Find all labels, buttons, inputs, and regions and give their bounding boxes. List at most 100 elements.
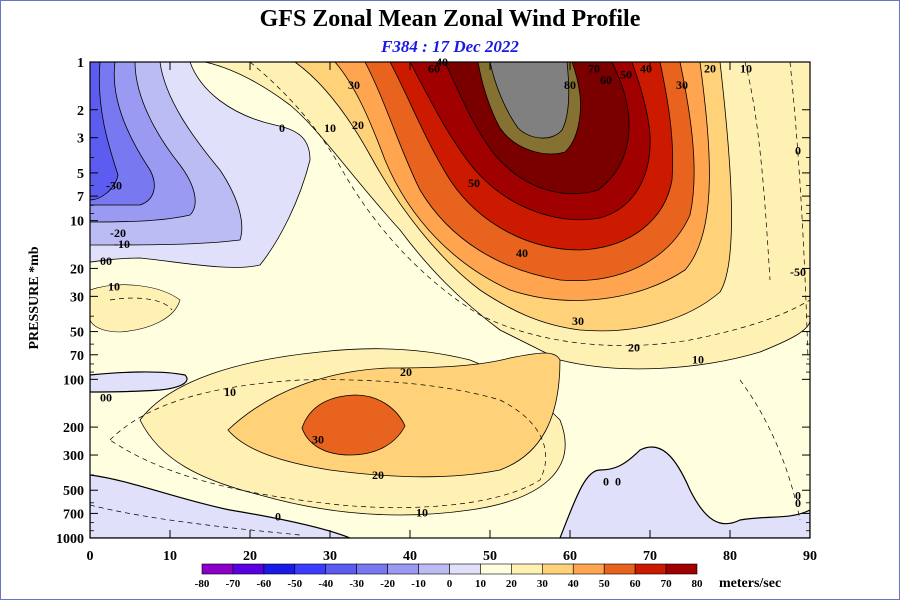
colorbar-tick-label: 60 — [630, 578, 642, 590]
colorbar-tick-label: 50 — [599, 578, 611, 590]
colorbar-tick-label: -50 — [287, 578, 302, 590]
contour-label: 0 — [795, 143, 801, 157]
colorbar-swatch — [356, 563, 388, 575]
colorbar-tick-label: 0 — [447, 578, 453, 590]
contour-label: 50 — [468, 176, 480, 190]
y-tick-label: 50 — [70, 326, 84, 341]
contour-label: 10 — [692, 353, 704, 367]
fill-neg-low-left — [90, 371, 188, 393]
fill-pos-left-lobe — [90, 284, 181, 333]
chart-subtitle: F384 : 17 Dec 2022 — [381, 37, 519, 56]
colorbar-tick-label: 70 — [661, 578, 673, 590]
y-tick-label: 200 — [63, 421, 84, 436]
colorbar-tick-label: 20 — [506, 578, 518, 590]
y-tick-label: 1000 — [56, 532, 84, 547]
x-tick-label: 30 — [323, 549, 337, 564]
contour-label: 00 — [100, 390, 112, 404]
contour-label: 60 — [600, 73, 612, 87]
colorbar-tick-label: -20 — [380, 578, 395, 590]
x-tick-label: 90 — [803, 549, 817, 564]
colorbar-tick-label: -40 — [318, 578, 333, 590]
x-tick-label: 80 — [723, 549, 737, 564]
contour-label: 60 — [428, 62, 440, 76]
y-tick-label: 3 — [77, 132, 84, 147]
colorbar-swatch — [418, 563, 450, 575]
colorbar-swatch — [572, 563, 605, 575]
colorbar-tick-label: -30 — [349, 578, 364, 590]
y-tick-label: 10 — [70, 215, 84, 230]
colorbar-swatch — [511, 563, 543, 575]
chart-title: GFS Zonal Mean Zonal Wind Profile — [259, 6, 641, 32]
x-tick-label: 10 — [163, 549, 177, 564]
contour-label: 20 — [628, 340, 640, 354]
colorbar-tick-label: 30 — [537, 578, 549, 590]
colorbar-swatch — [603, 563, 636, 575]
contour-label: 40 — [640, 62, 652, 76]
y-tick-label: 7 — [77, 190, 84, 205]
contour-label: 0 — [615, 474, 621, 488]
contour-label: 20 — [704, 62, 716, 76]
colorbar-swatch — [449, 563, 481, 575]
contour-label: -10 — [114, 237, 130, 251]
colorbar-tick-label: -60 — [257, 578, 272, 590]
colorbar-tick-label: 40 — [568, 578, 580, 590]
x-tick-label: 20 — [243, 549, 257, 564]
contour-label: 10 — [416, 505, 428, 519]
y-tick-label: 2 — [77, 104, 84, 119]
contour-label: 10 — [324, 121, 336, 135]
y-tick-label: 100 — [63, 373, 84, 388]
contour-label: 30 — [312, 433, 324, 447]
contour-label: 40 — [516, 246, 528, 260]
colorbar-swatch — [263, 563, 296, 575]
y-tick-label: 1 — [77, 56, 84, 71]
contour-fields — [90, 62, 810, 538]
contour-label: 30 — [676, 78, 688, 92]
contour-label: 40 — [436, 55, 448, 69]
colorbar-tick-label: 80 — [692, 578, 704, 590]
contour-label: -20 — [110, 226, 126, 240]
x-tick-label: 60 — [563, 549, 577, 564]
colorbar-swatch — [325, 563, 357, 575]
contour-label: 0 — [795, 489, 801, 503]
x-axis: 0 10 20 30 40 50 60 70 80 90 — [87, 62, 817, 564]
colorbar-swatch — [387, 563, 419, 575]
contour-label: 70 — [588, 62, 600, 76]
colorbar-tick-label: -10 — [411, 578, 426, 590]
colorbar-swatch — [232, 563, 265, 575]
fill-30-40-lower — [301, 394, 406, 456]
x-tick-label: 70 — [643, 549, 657, 564]
colorbar-swatch — [665, 563, 698, 575]
contour-label: 0 — [603, 474, 609, 488]
fill-neg-bottom-left — [90, 474, 351, 538]
y-tick-label: 30 — [70, 290, 84, 305]
contour-label: 10 — [108, 280, 120, 294]
colorbar-swatch — [294, 563, 327, 575]
colorbar-unit: meters/sec — [719, 576, 781, 591]
x-tick-label: 0 — [87, 549, 94, 564]
contour-label: 30 — [572, 314, 584, 328]
colorbar-tick-label: -80 — [195, 578, 210, 590]
contour-label: 30 — [348, 78, 360, 92]
contour-label: 0 — [275, 509, 281, 523]
y-tick-label: 700 — [63, 507, 84, 522]
contour-label: 80 — [564, 78, 576, 92]
x-tick-label: 50 — [483, 549, 497, 564]
plot-border — [89, 61, 811, 539]
colorbar-swatch — [480, 563, 512, 575]
contour-label: 0 — [279, 121, 285, 135]
contour-label: 20 — [372, 468, 384, 482]
colorbar-tick-label: 10 — [475, 578, 487, 590]
contour-label: 00 — [100, 254, 112, 268]
colorbar: -80 -70 -60 -50 -40 -30 -20 -10 0 10 20 30 40 50 60 70 8… — [195, 563, 781, 591]
fill-grey-core — [489, 62, 570, 139]
contour-label: 10 — [224, 385, 236, 399]
y-tick-label: 300 — [63, 449, 84, 464]
x-tick-label: 40 — [403, 549, 417, 564]
colorbar-tick-label: -70 — [226, 578, 241, 590]
contour-label: 20 — [352, 118, 364, 132]
contour-label: -50 — [790, 265, 806, 279]
colorbar-swatch — [201, 563, 234, 575]
y-tick-label: 5 — [77, 167, 84, 182]
